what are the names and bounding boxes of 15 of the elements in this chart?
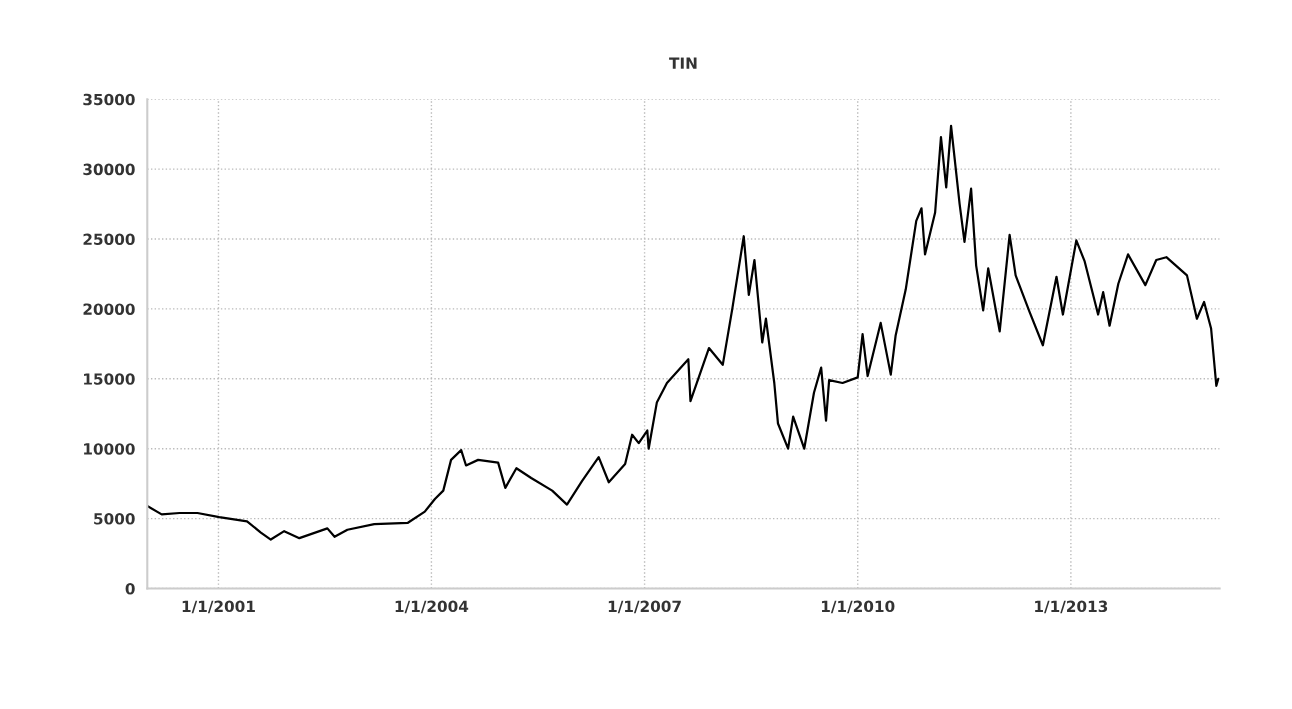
y-tick-label: 10000 [84, 443, 135, 455]
y-tick-label: 35000 [83, 93, 135, 106]
chart-title: TIN [669, 57, 697, 69]
x-tick-label: 1/1/2001 [182, 600, 255, 614]
y-tick-label: 15000 [84, 373, 135, 385]
y-tick-label: 0 [125, 582, 135, 595]
y-tick-label: 5000 [94, 513, 135, 525]
x-tick-label: 1/1/2013 [1035, 600, 1108, 614]
x-tick-label: 1/1/2004 [395, 600, 469, 614]
x-tick-label: 1/1/2007 [608, 600, 681, 614]
y-tick-label: 20000 [83, 303, 135, 315]
y-tick-label: 25000 [83, 233, 135, 246]
line-series [147, 124, 1220, 541]
y-tick-label: 30000 [83, 163, 135, 176]
x-tick-label: 1/1/2010 [821, 600, 895, 614]
